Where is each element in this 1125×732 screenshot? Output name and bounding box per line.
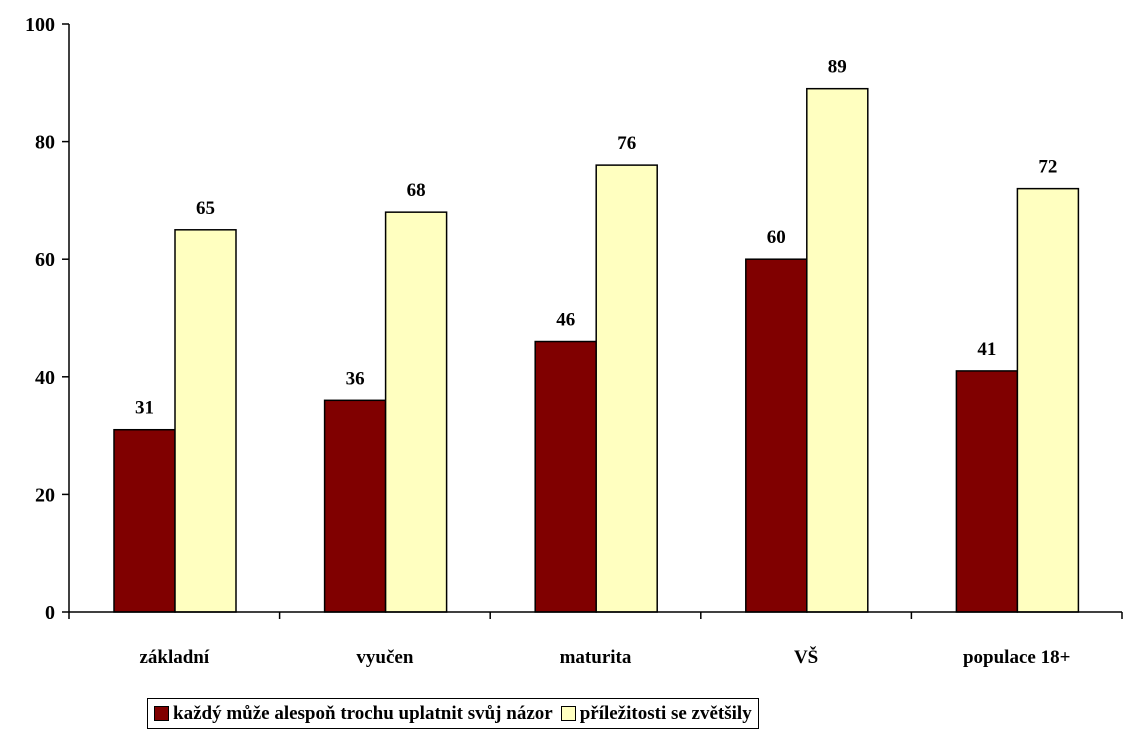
- legend: každý může alespoň trochu uplatnit svůj …: [147, 698, 759, 729]
- y-tick-label-2: 20: [35, 484, 55, 506]
- legend-swatch-series-1: [154, 706, 169, 721]
- x-tick-label-1: základní: [139, 647, 209, 668]
- data-label-2-3: 76: [617, 133, 636, 154]
- y-tick-label-3: 40: [35, 367, 55, 389]
- labels: 31 65 základní 36 68 vyučen 46 76 maturita 60 89 VŠ…: [25, 14, 1070, 668]
- y-tick-label-6: 100: [25, 14, 55, 36]
- y-tick-label-4: 60: [35, 249, 55, 271]
- bar-2-2: [384, 211, 448, 613]
- bar-2-4: [806, 87, 869, 613]
- y-tick-label-1: 0: [45, 602, 55, 624]
- legend-item-series-2: příležitosti se zvětšily: [560, 702, 752, 725]
- x-tick-label-3: maturita: [560, 647, 632, 668]
- legend-label-series-2: příležitosti se zvětšily: [579, 702, 752, 724]
- x-tick-label-4: VŠ: [794, 646, 818, 668]
- bar-2-1: [174, 229, 237, 613]
- y-tick-label-5: 80: [35, 132, 55, 154]
- data-label-1-5: 41: [977, 339, 996, 360]
- data-label-2-5: 72: [1038, 157, 1057, 178]
- bar-1-1: [113, 428, 176, 613]
- data-label-2-4: 89: [828, 57, 847, 78]
- bar-1-3: [534, 340, 597, 613]
- axes: [62, 23, 1123, 619]
- data-label-1-2: 36: [346, 368, 365, 389]
- bar-1-2: [323, 399, 387, 613]
- bar-2-3: [595, 164, 658, 613]
- legend-label-series-1: každý může alespoň trochu uplatnit svůj …: [173, 702, 553, 724]
- legend-swatch-series-2: [560, 706, 576, 721]
- bar-1-4: [745, 258, 808, 613]
- data-label-1-3: 46: [556, 310, 575, 331]
- x-tick-label-2: vyučen: [356, 647, 413, 668]
- bar-1-5: [955, 370, 1019, 613]
- legend-item-series-1: každý může alespoň trochu uplatnit svůj …: [154, 703, 553, 725]
- data-label-1-1: 31: [135, 398, 154, 419]
- data-label-2-2: 68: [407, 180, 426, 201]
- data-label-1-4: 60: [767, 227, 786, 248]
- x-tick-label-5: populace 18+: [963, 647, 1070, 668]
- bar-2-5: [1016, 187, 1080, 613]
- bars: [113, 87, 1080, 613]
- data-label-2-1: 65: [196, 198, 215, 219]
